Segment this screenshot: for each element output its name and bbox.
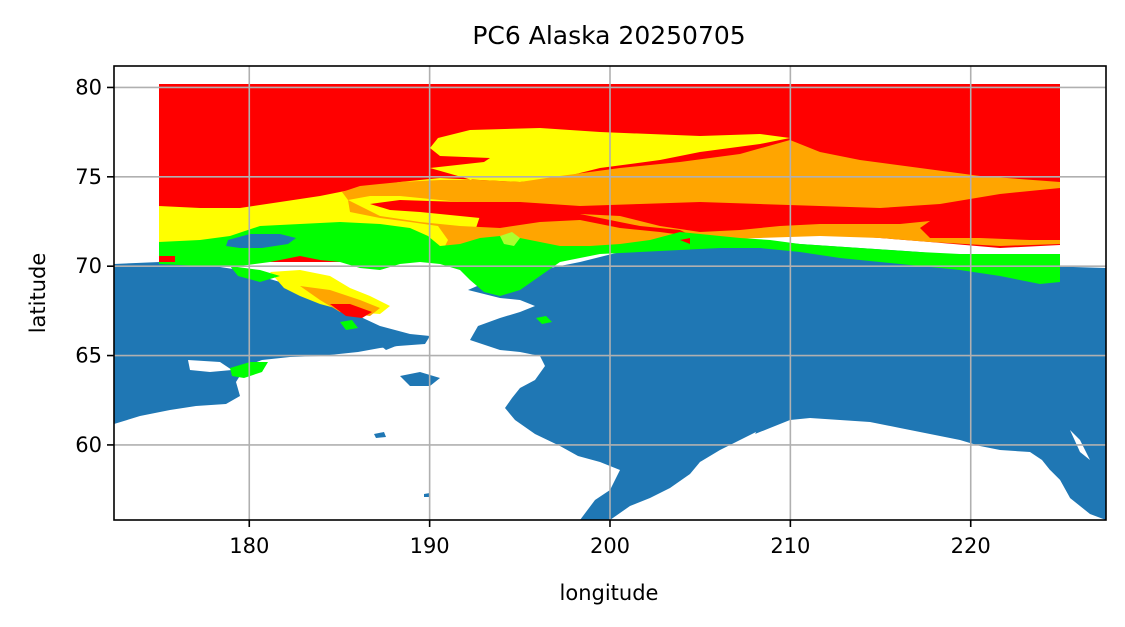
field-red-speck-1	[680, 238, 690, 244]
x-axis-label: longitude	[560, 581, 659, 605]
x-tick-label: 190	[410, 534, 450, 558]
x-tick-label: 210	[770, 534, 810, 558]
y-tick-label: 80	[75, 75, 102, 99]
x-tick-label: 200	[590, 534, 630, 558]
land-inlet-1	[690, 432, 756, 488]
y-tick-label: 75	[75, 165, 102, 189]
x-axis-ticks: 180 190 200 210 220	[229, 520, 991, 558]
land-island-1	[374, 432, 386, 438]
field-green-coast	[159, 222, 1060, 296]
field-chukchi-red	[330, 304, 372, 318]
land-island-2	[424, 493, 430, 497]
x-tick-label: 220	[951, 534, 991, 558]
field-lake	[226, 234, 296, 248]
plot-area	[114, 66, 1106, 520]
land-alaska	[468, 240, 1106, 520]
x-tick-label: 180	[229, 534, 269, 558]
y-tick-label: 65	[75, 344, 102, 368]
y-tick-label: 60	[75, 433, 102, 457]
y-tick-label: 70	[75, 254, 102, 278]
land-layer	[114, 240, 1106, 520]
land-inlet-3	[188, 360, 232, 372]
field-orange-lower	[348, 200, 690, 258]
land-st-lawrence	[380, 340, 396, 350]
land-inlet-2	[740, 470, 760, 490]
field-green-patch-2	[536, 316, 552, 324]
land-se-island-1	[1050, 470, 1070, 498]
y-axis-ticks: 60 65 70 75 80	[75, 75, 114, 457]
y-axis-label: latitude	[26, 253, 50, 334]
field-chukotka-green	[230, 266, 280, 282]
field-red-speck-2	[159, 256, 175, 262]
field-red-streak	[370, 188, 1060, 232]
field-green-patch-3	[340, 320, 358, 330]
chart-title: PC6 Alaska 20250705	[472, 21, 745, 50]
grid-lines	[114, 66, 1106, 520]
field-lightgreen	[500, 232, 520, 246]
land-chukotka	[114, 262, 430, 424]
